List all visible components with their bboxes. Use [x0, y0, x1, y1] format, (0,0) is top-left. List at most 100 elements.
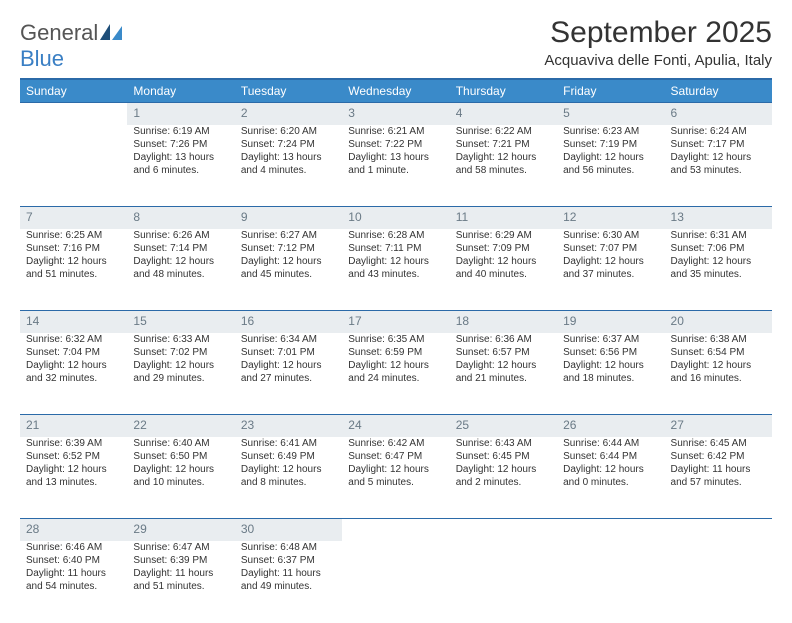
logo-text-blue: Blue — [20, 46, 64, 71]
sunrise-text: Sunrise: 6:37 AM — [563, 333, 658, 346]
day-cell: Sunrise: 6:21 AMSunset: 7:22 PMDaylight:… — [342, 125, 449, 207]
day-cell: Sunrise: 6:45 AMSunset: 6:42 PMDaylight:… — [665, 437, 772, 519]
sunset-text: Sunset: 7:11 PM — [348, 242, 443, 255]
day-header: Friday — [557, 80, 664, 103]
day-cell: Sunrise: 6:48 AMSunset: 6:37 PMDaylight:… — [235, 541, 342, 623]
daylight-text: Daylight: 12 hours and 18 minutes. — [563, 359, 658, 385]
sunrise-text: Sunrise: 6:48 AM — [241, 541, 336, 554]
day-content-row: Sunrise: 6:39 AMSunset: 6:52 PMDaylight:… — [20, 437, 772, 519]
day-header: Sunday — [20, 80, 127, 103]
day-number — [665, 519, 772, 541]
daylight-text: Daylight: 12 hours and 8 minutes. — [241, 463, 336, 489]
day-header: Wednesday — [342, 80, 449, 103]
daylight-text: Daylight: 12 hours and 5 minutes. — [348, 463, 443, 489]
sunrise-text: Sunrise: 6:35 AM — [348, 333, 443, 346]
daylight-text: Daylight: 12 hours and 51 minutes. — [26, 255, 121, 281]
day-cell: Sunrise: 6:36 AMSunset: 6:57 PMDaylight:… — [450, 333, 557, 415]
sunrise-text: Sunrise: 6:20 AM — [241, 125, 336, 138]
sunset-text: Sunset: 6:56 PM — [563, 346, 658, 359]
daylight-text: Daylight: 12 hours and 2 minutes. — [456, 463, 551, 489]
day-cell — [665, 541, 772, 623]
sunrise-text: Sunrise: 6:29 AM — [456, 229, 551, 242]
day-number: 1 — [127, 103, 234, 125]
day-cell: Sunrise: 6:26 AMSunset: 7:14 PMDaylight:… — [127, 229, 234, 311]
day-number-row: 21222324252627 — [20, 415, 772, 437]
sunrise-text: Sunrise: 6:33 AM — [133, 333, 228, 346]
day-cell — [450, 541, 557, 623]
sunset-text: Sunset: 6:42 PM — [671, 450, 766, 463]
daylight-text: Daylight: 12 hours and 45 minutes. — [241, 255, 336, 281]
day-number: 25 — [450, 415, 557, 437]
day-number — [342, 519, 449, 541]
daylight-text: Daylight: 12 hours and 58 minutes. — [456, 151, 551, 177]
day-cell: Sunrise: 6:32 AMSunset: 7:04 PMDaylight:… — [20, 333, 127, 415]
day-number — [20, 103, 127, 125]
day-number: 17 — [342, 311, 449, 333]
day-content-row: Sunrise: 6:46 AMSunset: 6:40 PMDaylight:… — [20, 541, 772, 623]
logo-text-general: General — [20, 20, 98, 45]
day-cell: Sunrise: 6:31 AMSunset: 7:06 PMDaylight:… — [665, 229, 772, 311]
day-cell — [20, 125, 127, 207]
sunset-text: Sunset: 7:21 PM — [456, 138, 551, 151]
day-cell: Sunrise: 6:35 AMSunset: 6:59 PMDaylight:… — [342, 333, 449, 415]
day-number: 13 — [665, 207, 772, 229]
daylight-text: Daylight: 11 hours and 57 minutes. — [671, 463, 766, 489]
day-cell: Sunrise: 6:34 AMSunset: 7:01 PMDaylight:… — [235, 333, 342, 415]
sunrise-text: Sunrise: 6:22 AM — [456, 125, 551, 138]
day-number — [450, 519, 557, 541]
daylight-text: Daylight: 12 hours and 40 minutes. — [456, 255, 551, 281]
daylight-text: Daylight: 12 hours and 0 minutes. — [563, 463, 658, 489]
sunset-text: Sunset: 7:12 PM — [241, 242, 336, 255]
sunset-text: Sunset: 7:06 PM — [671, 242, 766, 255]
sunset-text: Sunset: 7:07 PM — [563, 242, 658, 255]
sunrise-text: Sunrise: 6:44 AM — [563, 437, 658, 450]
day-number: 11 — [450, 207, 557, 229]
sunset-text: Sunset: 6:59 PM — [348, 346, 443, 359]
sunrise-text: Sunrise: 6:38 AM — [671, 333, 766, 346]
sunset-text: Sunset: 7:17 PM — [671, 138, 766, 151]
day-header: Monday — [127, 80, 234, 103]
sunrise-text: Sunrise: 6:32 AM — [26, 333, 121, 346]
day-number: 22 — [127, 415, 234, 437]
day-number: 30 — [235, 519, 342, 541]
daylight-text: Daylight: 12 hours and 16 minutes. — [671, 359, 766, 385]
sunset-text: Sunset: 7:16 PM — [26, 242, 121, 255]
sunset-text: Sunset: 6:39 PM — [133, 554, 228, 567]
day-cell: Sunrise: 6:43 AMSunset: 6:45 PMDaylight:… — [450, 437, 557, 519]
day-cell: Sunrise: 6:25 AMSunset: 7:16 PMDaylight:… — [20, 229, 127, 311]
day-number: 12 — [557, 207, 664, 229]
day-number: 20 — [665, 311, 772, 333]
day-number: 5 — [557, 103, 664, 125]
day-cell: Sunrise: 6:27 AMSunset: 7:12 PMDaylight:… — [235, 229, 342, 311]
day-number: 27 — [665, 415, 772, 437]
sunset-text: Sunset: 7:22 PM — [348, 138, 443, 151]
day-cell: Sunrise: 6:19 AMSunset: 7:26 PMDaylight:… — [127, 125, 234, 207]
day-number: 10 — [342, 207, 449, 229]
day-number: 29 — [127, 519, 234, 541]
sunrise-text: Sunrise: 6:43 AM — [456, 437, 551, 450]
sunrise-text: Sunrise: 6:47 AM — [133, 541, 228, 554]
day-cell — [557, 541, 664, 623]
day-cell: Sunrise: 6:22 AMSunset: 7:21 PMDaylight:… — [450, 125, 557, 207]
daylight-text: Daylight: 11 hours and 54 minutes. — [26, 567, 121, 593]
day-number — [557, 519, 664, 541]
month-title: September 2025 — [544, 16, 772, 50]
sunrise-text: Sunrise: 6:24 AM — [671, 125, 766, 138]
sunrise-text: Sunrise: 6:39 AM — [26, 437, 121, 450]
logo-sail-icon — [100, 24, 122, 40]
day-cell: Sunrise: 6:29 AMSunset: 7:09 PMDaylight:… — [450, 229, 557, 311]
day-number: 15 — [127, 311, 234, 333]
daylight-text: Daylight: 13 hours and 6 minutes. — [133, 151, 228, 177]
calendar-table: Sunday Monday Tuesday Wednesday Thursday… — [20, 80, 772, 623]
daylight-text: Daylight: 12 hours and 56 minutes. — [563, 151, 658, 177]
daylight-text: Daylight: 12 hours and 53 minutes. — [671, 151, 766, 177]
day-cell: Sunrise: 6:44 AMSunset: 6:44 PMDaylight:… — [557, 437, 664, 519]
daylight-text: Daylight: 12 hours and 27 minutes. — [241, 359, 336, 385]
day-header: Thursday — [450, 80, 557, 103]
day-number: 18 — [450, 311, 557, 333]
header: General Blue September 2025 Acquaviva de… — [20, 16, 772, 72]
day-content-row: Sunrise: 6:32 AMSunset: 7:04 PMDaylight:… — [20, 333, 772, 415]
sunset-text: Sunset: 7:19 PM — [563, 138, 658, 151]
daylight-text: Daylight: 12 hours and 13 minutes. — [26, 463, 121, 489]
sunrise-text: Sunrise: 6:45 AM — [671, 437, 766, 450]
